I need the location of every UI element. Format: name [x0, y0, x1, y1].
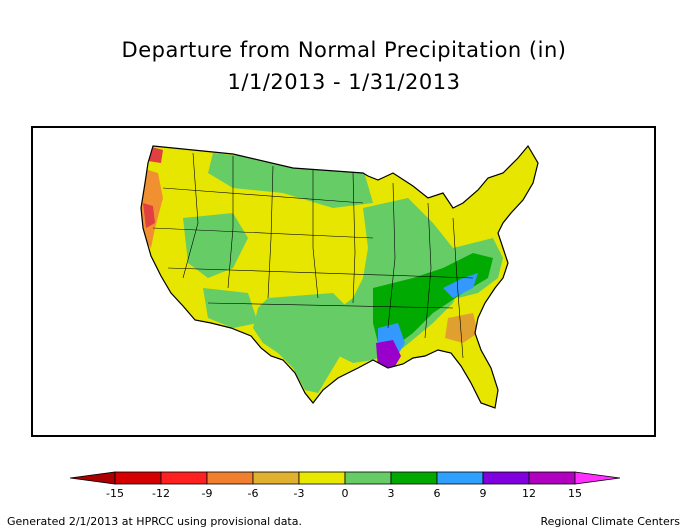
- patch-southwest: [203, 288, 258, 328]
- patch-great-basin: [183, 213, 248, 278]
- legend-swatch: [436, 471, 484, 485]
- patch-texas: [253, 293, 353, 393]
- patch-southeast-dry: [445, 313, 478, 343]
- legend-tick-label: -12: [152, 487, 170, 500]
- legend-tick-label: 0: [342, 487, 349, 500]
- legend-tick-label: -9: [202, 487, 213, 500]
- footer-source: Regional Climate Centers: [540, 515, 680, 528]
- state-borders: [152, 152, 474, 359]
- map-title: Departure from Normal Precipitation (in): [121, 38, 567, 62]
- legend-tick-label: -6: [248, 487, 259, 500]
- legend-swatch: [114, 471, 162, 485]
- legend-swatch: [206, 471, 254, 485]
- map-subtitle: 1/1/2013 - 1/31/2013: [227, 70, 461, 94]
- legend-swatch: [344, 471, 392, 485]
- legend-tick-label: 6: [434, 487, 441, 500]
- legend-swatch: [160, 471, 208, 485]
- color-legend: -15 -12 -9 -6 -3 0 3 6 9 12 15: [69, 471, 621, 500]
- precipitation-map: [140, 145, 539, 409]
- legend-swatch: [252, 471, 300, 485]
- legend-tick-label: 12: [522, 487, 536, 500]
- patch-appalachia-blue: [443, 273, 478, 298]
- legend-tick-label: -15: [106, 487, 124, 500]
- footer-generated: Generated 2/1/2013 at HPRCC using provis…: [7, 515, 302, 528]
- map-panel: [31, 126, 656, 437]
- legend-swatch: [528, 471, 576, 485]
- legend-tick-label: 9: [480, 487, 487, 500]
- legend-tick-label: 3: [388, 487, 395, 500]
- legend-swatch: [390, 471, 438, 485]
- legend-arrow-high: [574, 471, 621, 485]
- patch-nor-cal-red: [143, 203, 155, 228]
- patch-southeast-wet: [373, 253, 493, 348]
- legend-swatch: [298, 471, 346, 485]
- legend-arrow-low: [69, 471, 116, 485]
- legend-swatch: [482, 471, 530, 485]
- legend-tick-label: -3: [294, 487, 305, 500]
- legend-tick-label: 15: [568, 487, 582, 500]
